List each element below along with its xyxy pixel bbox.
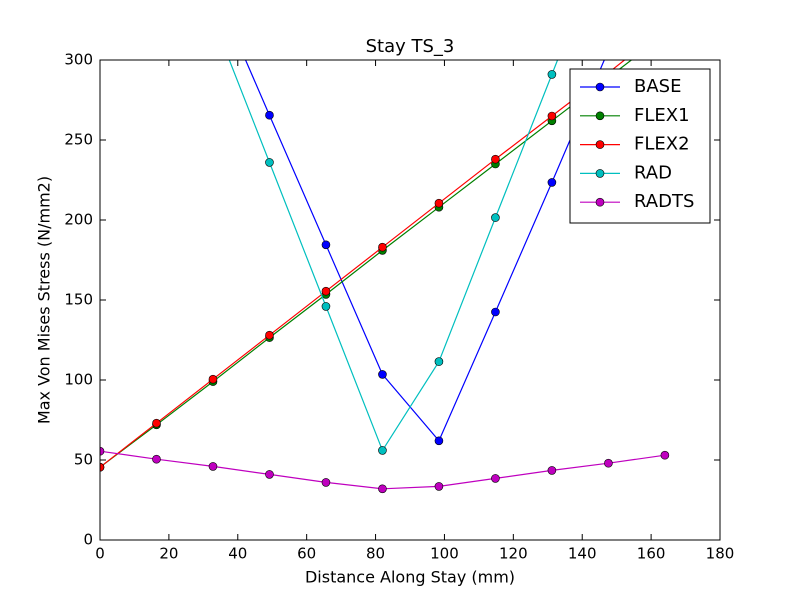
legend-marker: [595, 197, 605, 207]
data-point: [208, 462, 218, 471]
data-point: [491, 154, 500, 164]
data-point: [321, 302, 331, 311]
y-tick-label: 100: [64, 371, 93, 389]
data-point: [547, 466, 557, 475]
x-tick-label: 20: [159, 545, 178, 563]
data-point: [378, 484, 387, 494]
data-point: [378, 242, 387, 252]
data-point: [152, 418, 161, 428]
data-point: [491, 307, 500, 317]
chart-title: Stay TS_3: [366, 36, 455, 57]
data-point: [265, 110, 274, 120]
legend-marker: [595, 169, 605, 178]
legend: BASE FLEX1 FLEX2 RAD RADTS: [569, 68, 711, 224]
y-tick-label: 0: [83, 531, 93, 549]
x-tick-label: 80: [366, 545, 385, 563]
x-tick-label: 40: [228, 545, 247, 563]
data-point: [434, 198, 444, 208]
legend-label: RAD: [634, 162, 672, 183]
legend-marker: [595, 82, 605, 92]
data-point: [265, 330, 274, 340]
data-point: [378, 446, 387, 455]
data-point: [100, 462, 105, 472]
data-point: [434, 357, 444, 366]
data-point: [208, 374, 218, 384]
legend-marker: [595, 140, 605, 149]
data-point: [434, 436, 444, 446]
x-tick-label: 180: [706, 545, 735, 563]
data-point: [321, 240, 331, 250]
legend-marker: [595, 111, 605, 121]
x-tick-label: 60: [297, 545, 316, 563]
data-point: [604, 458, 613, 468]
data-point: [547, 111, 557, 121]
data-point: [547, 70, 557, 79]
legend-label: RADTS: [634, 191, 694, 212]
legend-label: BASE: [634, 76, 681, 97]
plot-area: [100, 60, 670, 494]
data-point: [100, 446, 105, 456]
data-point: [491, 474, 500, 483]
data-point: [152, 454, 161, 464]
data-point: [321, 478, 331, 487]
y-tick-label: 300: [64, 51, 93, 69]
x-tick-label: 160: [637, 545, 666, 563]
data-point: [547, 178, 557, 187]
data-point: [660, 450, 670, 460]
legend-label: FLEX2: [634, 134, 690, 155]
x-tick-label: 120: [499, 545, 528, 563]
y-axis-label: Max Von Mises Stress (N/mm2): [35, 176, 54, 424]
data-point: [491, 213, 500, 222]
x-tick-label: 100: [430, 545, 459, 563]
plot-frame: [99, 59, 721, 541]
data-point: [265, 158, 274, 167]
data-point: [434, 482, 444, 491]
legend-box: [569, 68, 711, 224]
x-tick-label: 140: [568, 545, 597, 563]
x-axis-label: Distance Along Stay (mm): [305, 568, 515, 587]
legend-label: FLEX1: [634, 105, 690, 126]
data-point: [378, 370, 387, 379]
x-tick-label: 0: [95, 545, 105, 563]
y-tick-label: 200: [64, 211, 93, 229]
y-tick-label: 150: [64, 291, 93, 309]
data-point: [265, 470, 274, 479]
data-point: [321, 286, 331, 296]
y-tick-label: 250: [64, 131, 93, 149]
y-tick-label: 50: [74, 451, 93, 469]
